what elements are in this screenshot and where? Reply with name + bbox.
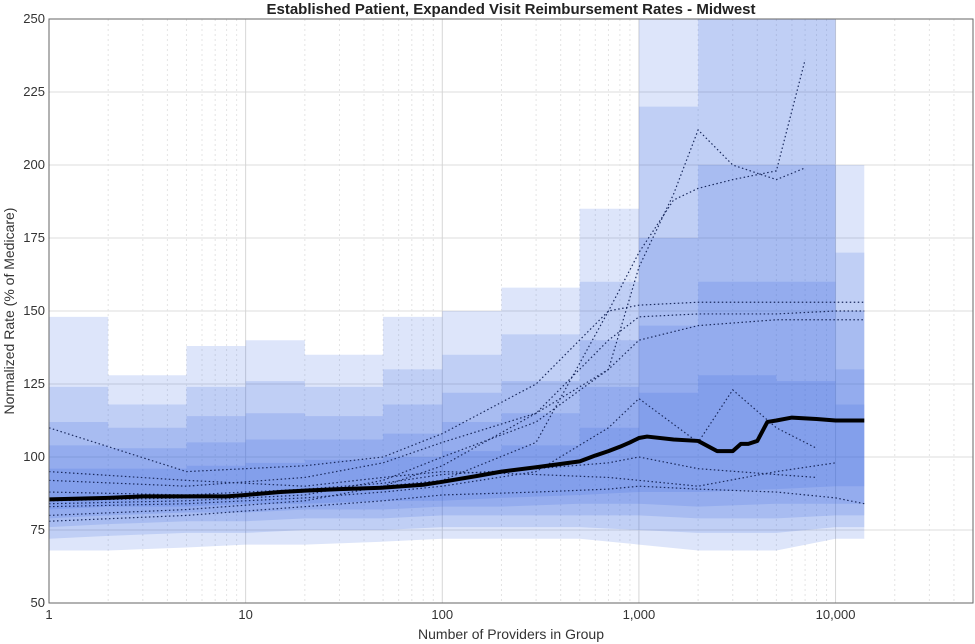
y-tick-label: 150 bbox=[23, 303, 45, 318]
percentile-band bbox=[49, 19, 865, 539]
x-tick-label: 1 bbox=[45, 607, 52, 622]
y-tick-label: 225 bbox=[23, 84, 45, 99]
y-tick-label: 200 bbox=[23, 157, 45, 172]
percentile-bands bbox=[49, 19, 865, 551]
x-tick-label: 10,000 bbox=[816, 607, 856, 622]
percentile-band bbox=[49, 281, 865, 519]
median-line-group bbox=[48, 415, 865, 502]
x-tick-label: 10 bbox=[238, 607, 252, 622]
x-axis-label: Number of Providers in Group bbox=[418, 626, 604, 642]
dotted-series-line bbox=[48, 301, 865, 473]
y-tick-label: 175 bbox=[23, 230, 45, 245]
percentile-band bbox=[49, 19, 865, 551]
y-tick-label: 125 bbox=[23, 376, 45, 391]
y-tick-label: 50 bbox=[31, 595, 45, 610]
y-axis-label: Normalized Rate (% of Medicare) bbox=[1, 208, 17, 415]
tick-labels: 50 75 100 125 150 175 200 225 250 1 10 100 1,000 10,0… bbox=[23, 11, 855, 622]
y-tick-label: 75 bbox=[31, 522, 45, 537]
median-line bbox=[48, 415, 865, 502]
x-tick-label: 1,000 bbox=[623, 607, 656, 622]
chart-title: Established Patient, Expanded Visit Reim… bbox=[266, 1, 755, 18]
y-tick-label: 100 bbox=[23, 449, 45, 464]
plot-frame bbox=[48, 18, 974, 604]
dotted-series-line bbox=[48, 388, 817, 508]
dotted-series-line bbox=[48, 310, 865, 516]
y-tick-label: 250 bbox=[23, 11, 45, 26]
percentile-band bbox=[49, 375, 865, 510]
x-tick-label: 100 bbox=[431, 607, 453, 622]
dotted-series-line bbox=[48, 485, 865, 522]
dotted-series-line bbox=[48, 319, 865, 487]
dotted-series-line bbox=[48, 462, 836, 487]
